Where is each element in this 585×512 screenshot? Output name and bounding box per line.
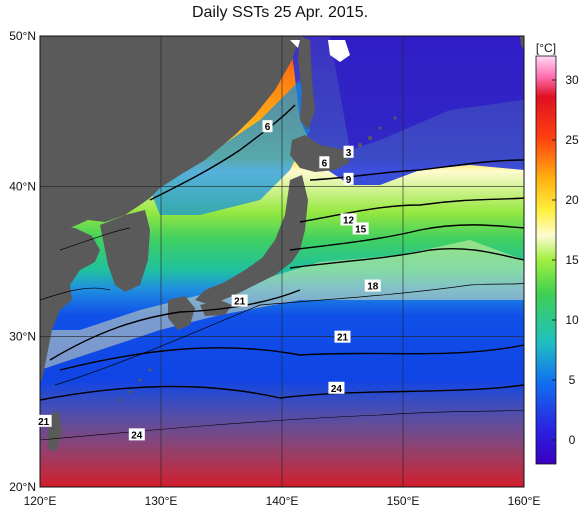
contour-label-box bbox=[262, 120, 273, 133]
longitude-labels: 120°E 130°E 140°E 150°E 160°E bbox=[24, 494, 541, 508]
contour-label-box bbox=[343, 145, 354, 158]
contour-label-box bbox=[352, 222, 369, 235]
longitude-tick-label: 160°E bbox=[508, 494, 541, 508]
colorbar-tick-label: 15 bbox=[565, 253, 579, 267]
colorbar-tick-label: 10 bbox=[565, 313, 579, 327]
longitude-tick-label: 150°E bbox=[387, 494, 420, 508]
latitude-tick-label: 40°N bbox=[9, 179, 36, 193]
latitude-labels: 50°N 40°N 30°N 20°N bbox=[9, 29, 36, 494]
contour-label: 18 bbox=[364, 279, 381, 293]
contour-label: 9 bbox=[343, 172, 354, 186]
contour-label-box bbox=[334, 330, 351, 343]
map-title: Daily SSTs 25 Apr. 2015. bbox=[191, 4, 369, 21]
ice-patches bbox=[290, 40, 350, 62]
contour-label-text: 15 bbox=[355, 224, 367, 235]
longitude-tick-label: 120°E bbox=[24, 494, 57, 508]
contour-label-text: 6 bbox=[322, 158, 328, 169]
contour-label-box bbox=[128, 428, 145, 441]
contour-label-box bbox=[35, 414, 52, 427]
colorbar-ticks: 0 5 10 15 20 25 30 bbox=[552, 73, 579, 447]
longitude-tick-label: 140°E bbox=[266, 494, 299, 508]
contour-label: 12 bbox=[340, 213, 357, 226]
contour-label-text: 24 bbox=[331, 384, 343, 395]
contour-label: 6 bbox=[319, 156, 330, 169]
contour-label-text: 21 bbox=[234, 297, 246, 308]
contour-label-box bbox=[231, 294, 248, 307]
map-frame bbox=[39, 35, 525, 488]
colorbar-tick-label: 30 bbox=[565, 73, 579, 87]
contour-label-box bbox=[364, 279, 381, 292]
colorbar-unit: [°C] bbox=[536, 41, 556, 55]
contour-label-text: 21 bbox=[337, 333, 349, 344]
colorbar: [°C] 0 5 10 15 20 25 30 bbox=[535, 41, 579, 465]
contour-label-box bbox=[328, 381, 345, 394]
contour-label: 15 bbox=[352, 222, 369, 235]
contour-label-box bbox=[340, 213, 357, 226]
contour-label-text: 21 bbox=[38, 417, 50, 428]
contour-label: 24 bbox=[128, 428, 145, 441]
contour-label-text: 3 bbox=[346, 148, 352, 159]
contour-label: 6 bbox=[262, 120, 273, 133]
contour-label-box bbox=[343, 172, 354, 185]
contour-label: 21 bbox=[334, 330, 351, 344]
colorbar-tick-label: 0 bbox=[569, 433, 576, 447]
colorbar-tick-label: 5 bbox=[569, 373, 576, 387]
contour-label: 21 bbox=[35, 414, 52, 428]
contour-label: 21 bbox=[231, 294, 248, 308]
contour-label: 3 bbox=[343, 145, 354, 159]
latitude-tick-label: 30°N bbox=[9, 330, 36, 344]
longitude-tick-label: 130°E bbox=[145, 494, 178, 508]
latitude-tick-label: 50°N bbox=[9, 29, 36, 43]
contour-label-text: 12 bbox=[343, 215, 355, 226]
contour-label-text: 18 bbox=[367, 282, 379, 293]
latitude-tick-label: 20°N bbox=[9, 480, 36, 494]
colorbar-tick-label: 20 bbox=[565, 193, 579, 207]
contour-label: 24 bbox=[328, 381, 345, 395]
contour-label-text: 9 bbox=[346, 175, 352, 186]
contour-label-box bbox=[319, 156, 330, 169]
land-masses bbox=[40, 36, 524, 452]
colorbar-tick-label: 25 bbox=[565, 133, 579, 147]
contour-label-text: 24 bbox=[131, 430, 143, 441]
contour-label-text: 6 bbox=[265, 122, 271, 133]
